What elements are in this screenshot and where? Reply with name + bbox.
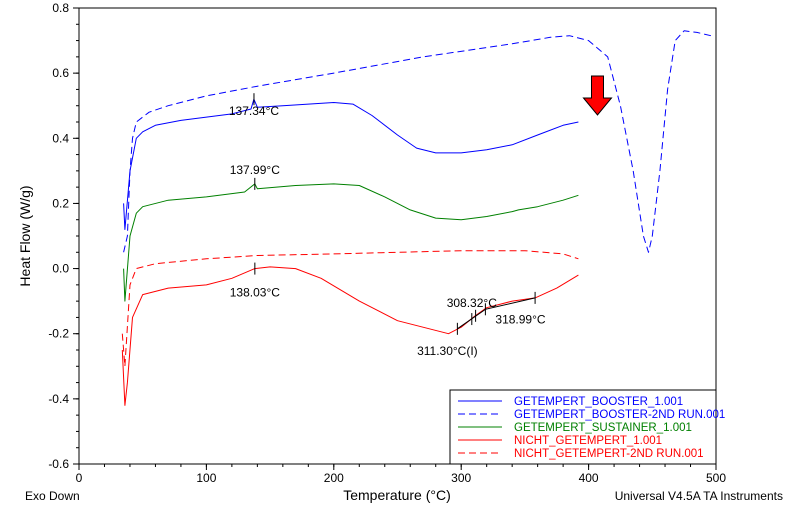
y-tick-label: 0.2 [52,196,69,210]
y-tick-label: 0.8 [52,1,69,15]
onset-tangent-line [457,297,536,330]
exo-down-label: Exo Down [25,489,80,503]
legend-entry: GETEMPERT_BOOSTER-2ND RUN.001 [514,409,725,421]
y-tick-label: -0.4 [48,392,69,406]
y-tick-label: -0.2 [48,327,69,341]
annotation-label: 311.30°C(I) [417,344,478,358]
x-tick-label: 200 [324,471,344,485]
y-tick-label: 0.6 [52,66,69,80]
legend-entry: GETEMPERT_SUSTAINER_1.001 [514,422,692,434]
x-tick-label: 400 [579,471,599,485]
x-tick-label: 300 [451,471,471,485]
x-tick-label: 0 [76,471,83,485]
annotation-label: 137.34°C [229,104,280,118]
series-line-4 [121,250,579,367]
legend-entry: NICHT_GETEMPERT-2ND RUN.001 [514,448,704,460]
annotation-label: 138.03°C [230,286,281,300]
y-tick-label: -0.6 [48,457,69,471]
legend-entry: GETEMPERT_BOOSTER_1.001 [514,396,683,408]
x-tick-label: 100 [196,471,216,485]
instrument-label: Universal V4.5A TA Instruments [615,489,783,503]
x-axis-label: Temperature (°C) [343,487,451,503]
series-line-0 [123,98,579,230]
series-line-1 [123,30,712,253]
annotation-label: 318.99°C [495,312,546,326]
y-tick-label: 0.4 [52,131,69,145]
red-arrow-icon [582,75,613,116]
legend-entry: NICHT_GETEMPERT_1.001 [514,435,662,447]
series-line-2 [123,183,579,302]
x-tick-label: 500 [706,471,726,485]
y-axis-label: Heat Flow (W/g) [17,185,33,286]
series-line-3 [121,266,579,406]
annotation-label: 308.32°C [447,296,498,310]
y-tick-label: 0.0 [52,262,69,276]
annotation-label: 137.99°C [230,163,281,177]
